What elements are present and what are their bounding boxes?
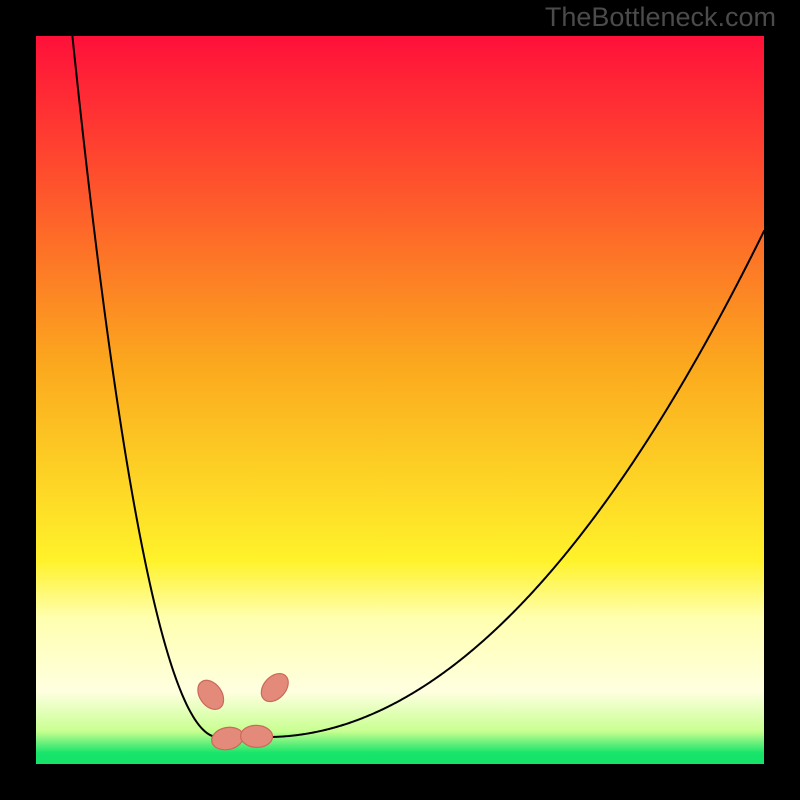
curve-marker [240, 725, 273, 748]
watermark-text: TheBottleneck.com [545, 2, 776, 33]
gradient-background [36, 36, 764, 764]
chart-stage: TheBottleneck.com [0, 0, 800, 800]
bottleneck-chart-svg [0, 0, 800, 800]
